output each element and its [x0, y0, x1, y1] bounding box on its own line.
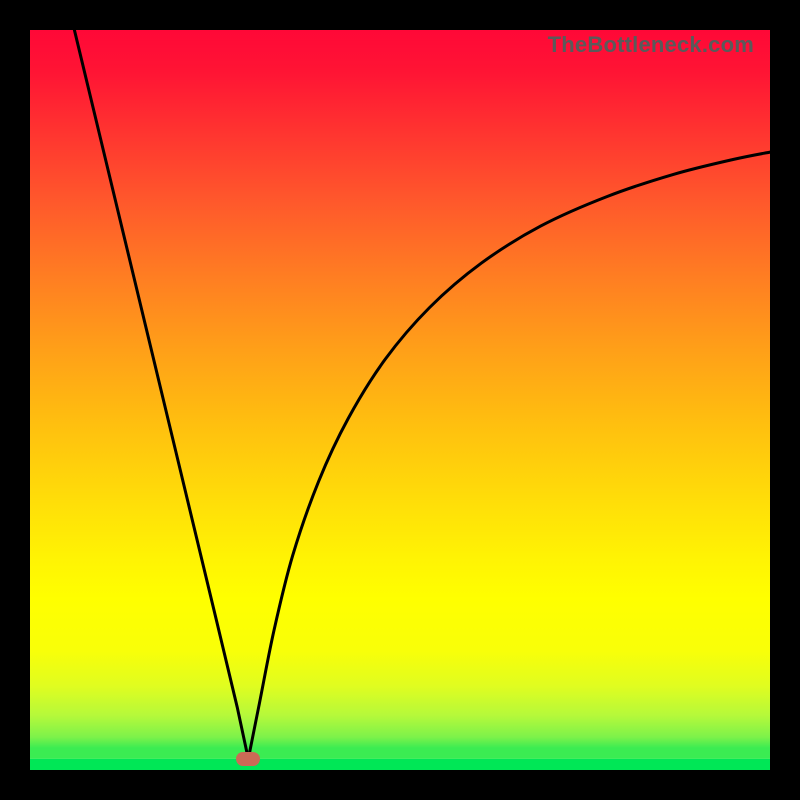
chart-background-gradient [30, 30, 770, 759]
chart-background-bottom-band [30, 759, 770, 770]
chart-svg [30, 30, 770, 770]
min-point-marker [236, 752, 260, 766]
watermark-text: TheBottleneck.com [548, 32, 754, 58]
chart-frame: TheBottleneck.com [0, 0, 800, 800]
plot-area [30, 30, 770, 770]
